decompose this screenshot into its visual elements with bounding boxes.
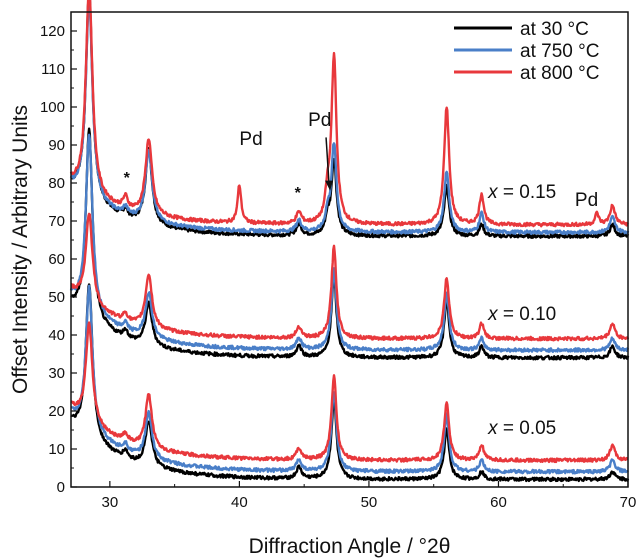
x-tick-label: 40 [231, 494, 248, 511]
y-tick-label: 110 [41, 61, 65, 78]
series-line-30c-x010 [70, 127, 630, 361]
legend-label: at 30 °C [520, 19, 589, 40]
y-tick-label: 80 [48, 175, 65, 192]
y-tick-label: 20 [48, 403, 65, 420]
x-tick-label: 50 [361, 494, 378, 511]
legend-label: at 750 °C [520, 41, 599, 62]
pd-arrow [325, 137, 330, 185]
composition-label: x = 0.05 [487, 418, 556, 439]
y-tick-label: 10 [48, 441, 65, 458]
y-tick-label: 60 [48, 251, 65, 268]
y-tick-label: 90 [48, 137, 65, 154]
pd-peak-label: Pd [308, 110, 331, 131]
series-line-800c-x015 [69, 0, 629, 228]
impurity-marker: * [124, 170, 131, 187]
series-line-30c-x015 [70, 0, 630, 239]
legend-label: at 800 °C [520, 63, 599, 84]
x-tick-label: 30 [102, 494, 119, 511]
x-axis: 30 40 50 60 70 [102, 481, 637, 511]
y-tick-label: 100 [40, 99, 65, 116]
y-axis: 0 10 20 30 40 50 60 70 80 90 100 110 120 [40, 23, 77, 496]
plot-frame [70, 11, 629, 488]
pd-peak-label: Pd [575, 190, 598, 211]
y-tick-label: 0 [57, 479, 65, 496]
series-line-750c-x005 [70, 284, 629, 475]
impurity-marker: * [295, 185, 302, 202]
x-axis-title: Diffraction Angle / °2θ [249, 535, 451, 558]
series-line-800c-x005 [70, 321, 629, 464]
series-line-750c-x010 [69, 133, 630, 353]
y-tick-label: 120 [40, 23, 65, 40]
series-line-750c-x015 [69, 0, 630, 236]
series-line-800c-x010 [70, 212, 630, 342]
composition-label: x = 0.10 [487, 304, 556, 325]
chart-curves: x = 0.15 x = 0.10 x = 0.05 [69, 0, 630, 483]
y-tick-label: 30 [48, 365, 65, 382]
chart-annotations: Pd Pd Pd * * [124, 110, 599, 211]
chart-legend: at 30 °Cat 750 °Cat 800 °C [454, 19, 599, 84]
y-axis-title: Offset Intensity / Arbitrary Units [9, 105, 32, 394]
composition-label: x = 0.15 [487, 182, 556, 203]
x-tick-label: 60 [490, 494, 507, 511]
y-tick-label: 50 [48, 289, 65, 306]
series-line-30c-x005 [70, 283, 630, 483]
y-tick-label: 40 [48, 327, 65, 344]
pd-peak-label: Pd [239, 129, 262, 150]
x-tick-label: 70 [620, 494, 637, 511]
y-tick-label: 70 [48, 213, 65, 230]
pd-arrow-head [325, 180, 334, 191]
